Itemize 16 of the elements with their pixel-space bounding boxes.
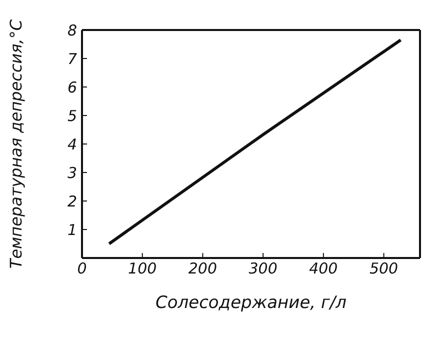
x-tick-label: 100 xyxy=(128,260,157,278)
x-tick-label: 0 xyxy=(77,260,87,278)
y-tick-label: 2 xyxy=(67,192,77,210)
y-tick-label: 1 xyxy=(67,220,77,239)
y-tick-label: 4 xyxy=(67,135,77,154)
y-tick-label: 8 xyxy=(67,21,77,40)
y-tick-label: 5 xyxy=(67,106,77,125)
y-tick-label: 6 xyxy=(67,78,77,96)
y-tick-label: 3 xyxy=(67,164,77,182)
x-tick-label: 200 xyxy=(188,260,218,278)
x-tick-label: 300 xyxy=(248,260,278,278)
y-tick-label: 7 xyxy=(67,50,78,68)
y-axis-title: Температурная депрессия,°C xyxy=(6,18,26,269)
x-axis-title: Солесодержание, г/л xyxy=(155,293,347,313)
x-tick-label: 500 xyxy=(369,260,398,278)
x-tick-label: 400 xyxy=(309,260,338,278)
